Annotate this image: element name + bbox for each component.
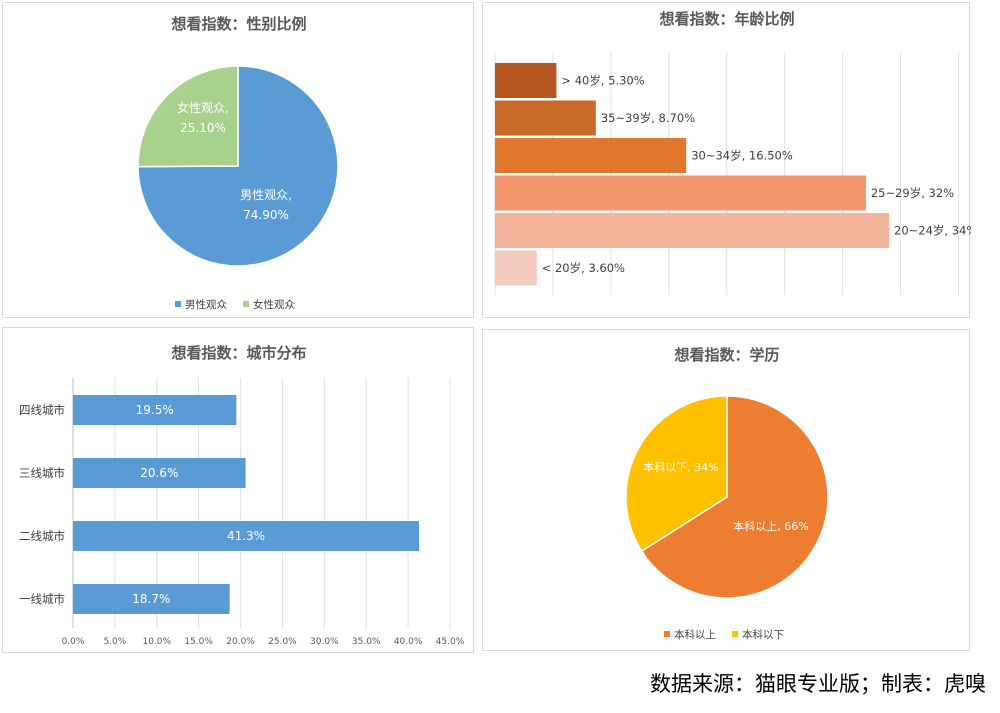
bar [73, 395, 237, 425]
data-label: 74.90% [243, 208, 289, 222]
chart-title: 想看指数：年龄比例 [658, 10, 794, 28]
education-pie-chart: 想看指数：学历 本科以上, 66% 本科以下, 34% 本科以上 本科以下 [625, 346, 829, 641]
x-tick-label: 5.0% [103, 637, 126, 647]
education-chart-panel: 想看指数：学历 本科以上, 66% 本科以下, 34% 本科以上 本科以下 [482, 329, 970, 651]
age-bar-chart: 想看指数：年龄比例 > 40岁, 5.30% 35~39岁, 8.70% 30~34… [494, 10, 971, 295]
bar [73, 584, 230, 614]
bar [495, 250, 537, 286]
x-tick-label: 0.0% [62, 637, 85, 647]
age-chart-panel: 想看指数：年龄比例 > 40岁, 5.30% 35~39岁, 8.70% 30~34… [482, 2, 971, 318]
data-label: < 20岁, 3.60% [542, 261, 625, 275]
bar [495, 138, 687, 173]
bar [73, 521, 420, 551]
category-label: 二线城市 [19, 529, 65, 543]
data-label: 35~39岁, 8.70% [601, 111, 695, 125]
chart-title: 想看指数：城市分布 [170, 344, 306, 362]
city-chart-panel: 想看指数：城市分布 19.5% 四线城市 20.6% 三线城市 41.3% 二线城市 18.… [2, 327, 474, 653]
legend-swatch [243, 301, 249, 307]
data-label: 25~29岁, 32% [871, 186, 954, 200]
chart-title: 想看指数：性别比例 [170, 15, 306, 33]
data-label: 男性观众, [240, 188, 292, 202]
x-tick-label: 20.0% [226, 637, 255, 647]
data-label: 30~34岁, 16.50% [691, 149, 793, 163]
pie-slice [137, 65, 239, 168]
bar [495, 213, 889, 248]
data-label: 19.5% [136, 403, 174, 417]
legend-swatch [732, 631, 738, 637]
legend-item: 本科以上 [674, 628, 716, 641]
legend-item: 男性观众 [185, 298, 227, 311]
data-label: 41.3% [227, 529, 265, 543]
gender-chart-panel: 想看指数：性别比例 男性观众, 74.90% 女性观众, 25.10% 男性观众 女性观… [2, 2, 474, 318]
category-label: 三线城市 [19, 466, 65, 480]
bar [73, 458, 246, 488]
x-tick-label: 10.0% [142, 637, 171, 647]
chart-title: 想看指数：学历 [673, 346, 779, 364]
data-label: 本科以上, 66% [733, 519, 808, 533]
bar [495, 175, 866, 211]
data-label: > 40岁, 5.30% [561, 74, 644, 88]
data-label: 本科以下, 34% [643, 460, 718, 474]
data-label: 女性观众, [177, 100, 229, 115]
category-label: 四线城市 [19, 403, 65, 417]
legend-swatch [664, 631, 670, 637]
pie-slice [640, 395, 829, 599]
x-tick-label: 15.0% [184, 637, 213, 647]
data-label: 20.6% [140, 466, 178, 480]
data-label: 20~24岁, 34% [894, 224, 971, 238]
x-tick-label: 30.0% [310, 637, 339, 647]
x-tick-label: 35.0% [352, 637, 381, 647]
legend-item: 女性观众 [253, 298, 295, 311]
gender-pie-chart: 想看指数：性别比例 男性观众, 74.90% 女性观众, 25.10% 男性观众 女性观… [137, 15, 339, 311]
bar [495, 100, 596, 136]
legend-swatch [175, 301, 181, 307]
data-label: 25.10% [180, 121, 226, 135]
bar [495, 63, 557, 98]
data-label: 18.7% [132, 592, 170, 606]
x-tick-label: 40.0% [394, 637, 423, 647]
category-label: 一线城市 [19, 592, 65, 606]
pie-slice [625, 395, 728, 553]
source-footer: 数据来源：猫眼专业版；制表：虎嗅 [650, 672, 986, 696]
city-bar-chart: 想看指数：城市分布 19.5% 四线城市 20.6% 三线城市 41.3% 二线城市 18.… [19, 344, 465, 647]
legend-item: 本科以下 [742, 628, 784, 641]
x-tick-label: 25.0% [268, 637, 297, 647]
x-tick-label: 45.0% [436, 637, 465, 647]
